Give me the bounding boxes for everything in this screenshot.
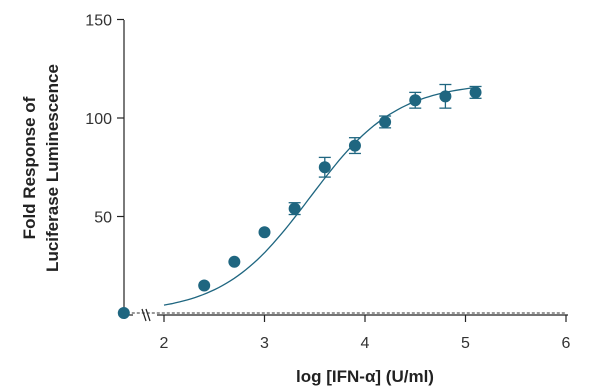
x-axis: 2 3 4 5 6 — [124, 308, 571, 352]
data-point-marker — [409, 94, 422, 107]
y-tick-label: 100 — [85, 111, 112, 128]
data-point — [409, 91, 422, 109]
x-tick-label: 5 — [461, 335, 470, 352]
x-axis-break-icon — [141, 308, 151, 322]
y-axis-title-line-2: Luciferase Luminescence — [43, 64, 62, 272]
x-tick-label: 6 — [562, 335, 571, 352]
data-point — [198, 279, 211, 292]
data-point-marker — [439, 90, 452, 103]
data-point-marker — [228, 255, 241, 268]
data-point — [379, 115, 392, 129]
data-point-marker — [258, 226, 271, 239]
data-point-marker — [198, 279, 211, 292]
data-points — [117, 83, 482, 320]
data-point — [348, 137, 361, 155]
data-point-marker — [348, 139, 361, 152]
y-axis: 50 100 150 — [85, 13, 125, 315]
y-tick-label: 150 — [85, 13, 112, 30]
data-point-marker — [288, 202, 301, 215]
y-axis-title-line-1: Fold Response of — [20, 96, 39, 239]
x-axis-title: log [IFN-α] (U/ml) — [296, 367, 434, 386]
data-point — [469, 85, 482, 99]
y-tick-label: 50 — [94, 210, 112, 227]
data-point-marker — [117, 307, 130, 320]
data-point-marker — [469, 86, 482, 99]
data-point-marker — [379, 115, 392, 128]
data-point — [318, 156, 331, 178]
data-point — [258, 226, 271, 239]
fit-curve — [163, 86, 476, 306]
data-point — [439, 83, 452, 109]
data-point-marker — [318, 161, 331, 174]
data-point — [228, 255, 241, 268]
x-ticks: 2 3 4 5 6 — [160, 315, 571, 352]
y-ticks: 50 100 150 — [85, 13, 124, 227]
x-tick-label: 3 — [260, 335, 269, 352]
x-tick-label: 4 — [361, 335, 370, 352]
data-point — [117, 307, 130, 320]
x-tick-label: 2 — [160, 335, 169, 352]
data-point — [288, 202, 301, 216]
